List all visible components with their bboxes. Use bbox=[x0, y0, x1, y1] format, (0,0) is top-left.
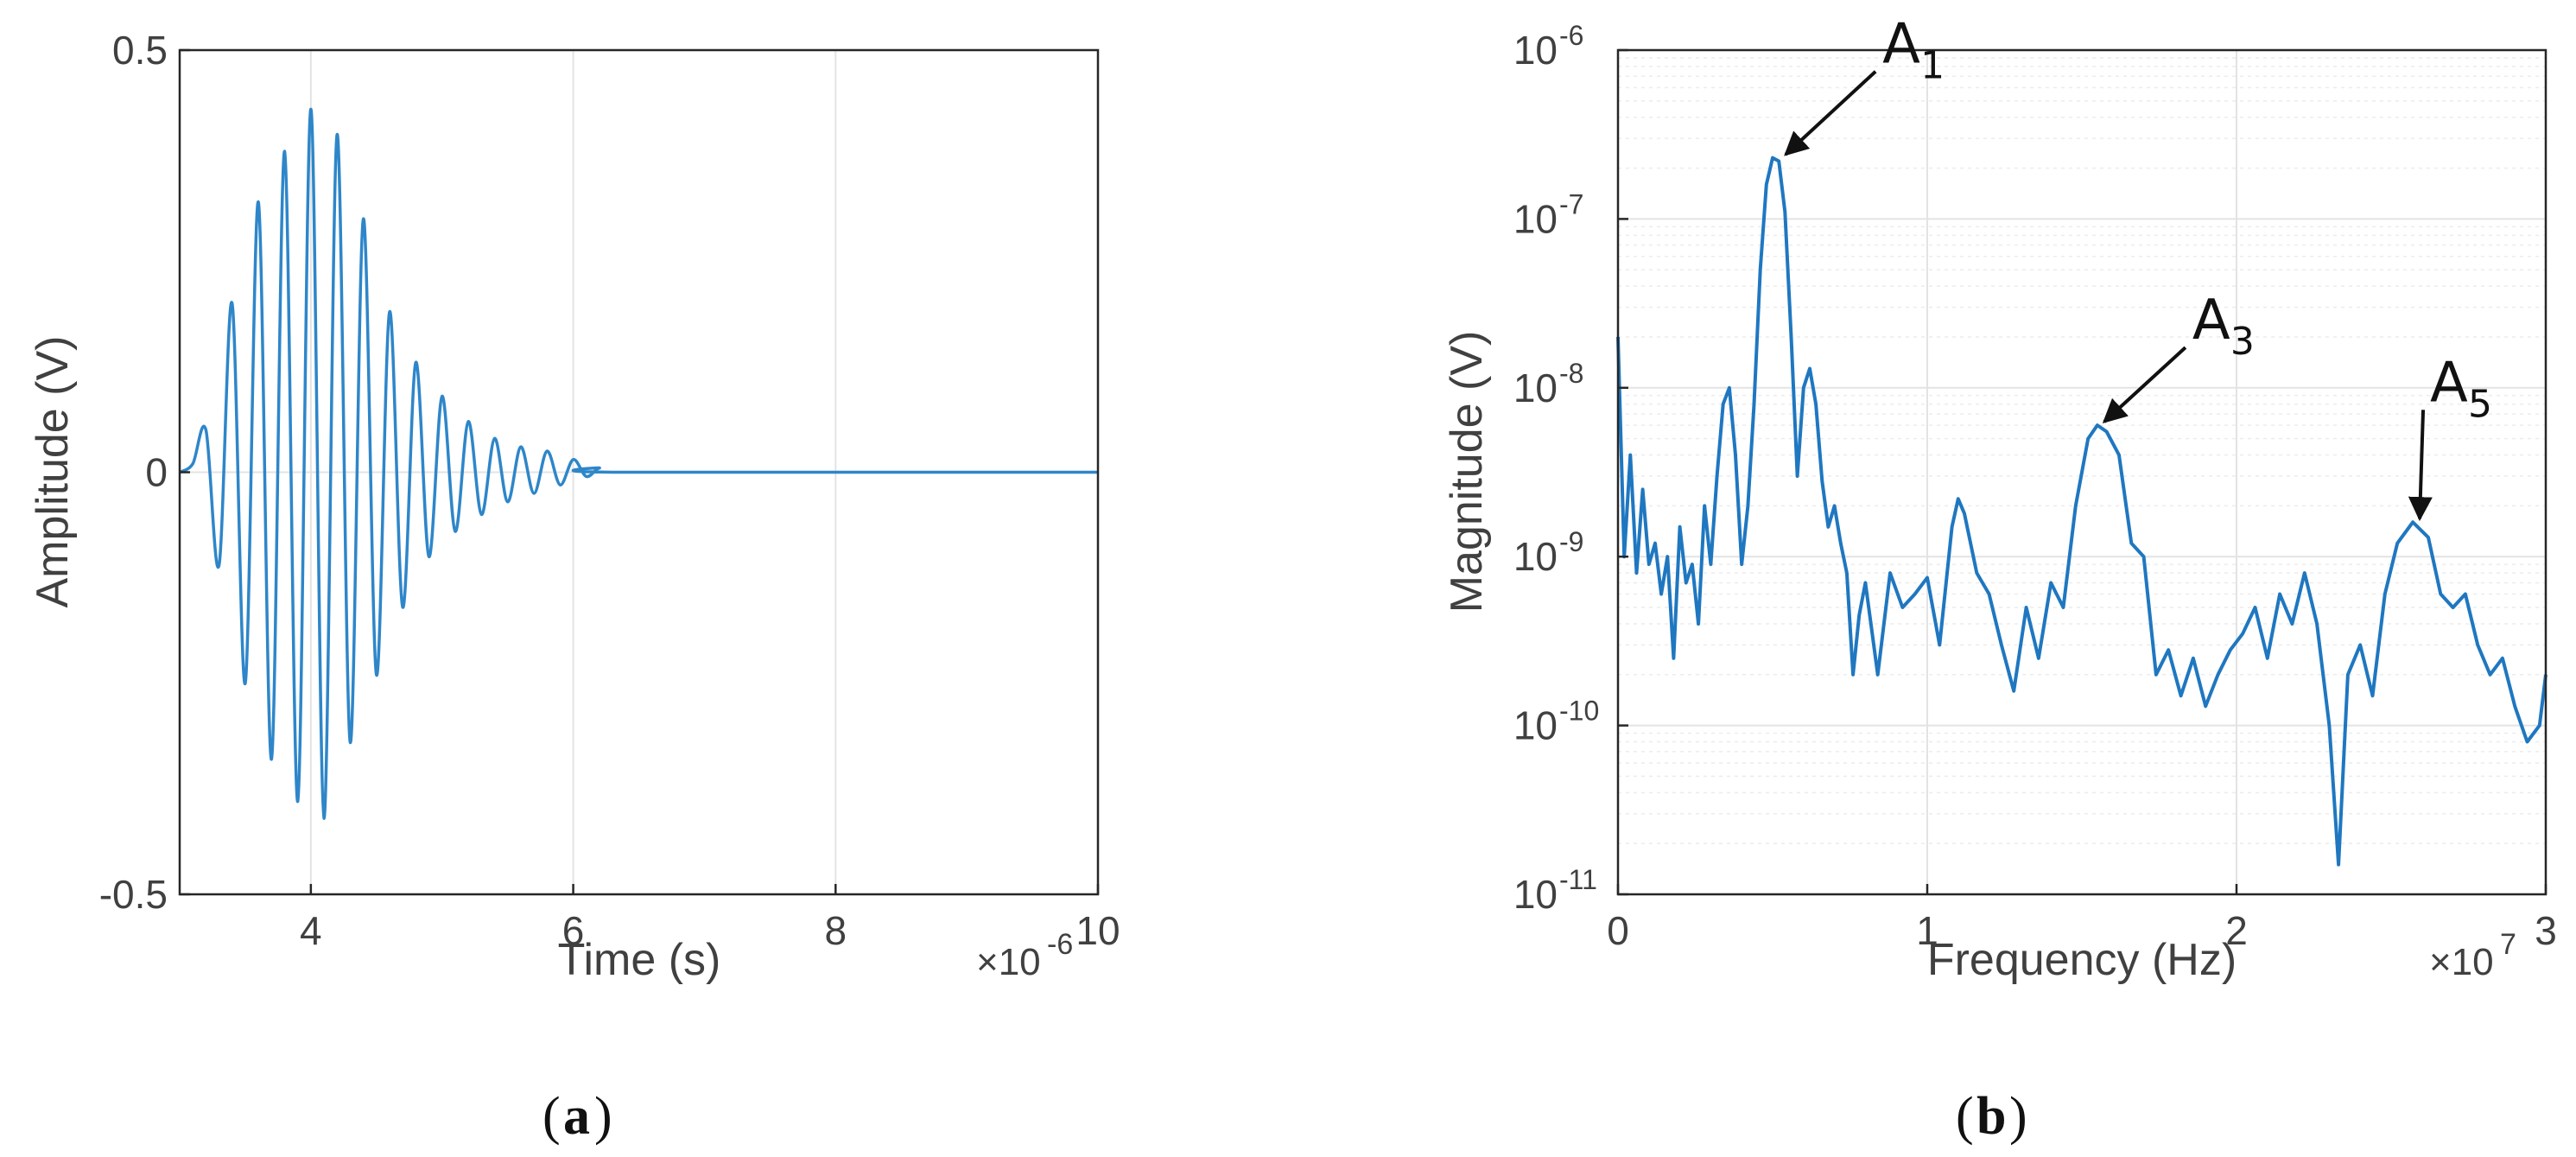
peak-label-subscript: 3 bbox=[2230, 320, 2255, 364]
peak-arrow bbox=[2408, 410, 2433, 522]
panel-a-close-paren: ) bbox=[594, 1087, 612, 1146]
panel-a-y-tick-label: 0.5 bbox=[112, 28, 168, 73]
panel-a-x-multiplier-base: ×10 bbox=[976, 941, 1041, 983]
panel-b-x-multiplier-base: ×10 bbox=[2429, 941, 2494, 983]
panel-b-y-tick-base: 10 bbox=[1513, 28, 1558, 73]
panel-a-open-paren: ( bbox=[542, 1087, 561, 1146]
panel-b-x-tick-label: 0 bbox=[1607, 908, 1629, 953]
panel-b-x-multiplier: ×10 7 bbox=[2429, 928, 2516, 983]
panel-b-x-tick-label: 1 bbox=[1916, 908, 1938, 953]
panel-b-y-tick-exponent: -9 bbox=[1559, 526, 1583, 557]
panel-b-label: b bbox=[1976, 1087, 2006, 1146]
panel-a-caption: ( a ) bbox=[542, 1087, 612, 1146]
panel-a-label: a bbox=[563, 1087, 590, 1146]
panel-b-y-tick-base: 10 bbox=[1513, 196, 1558, 241]
panel-b-y-tick-base: 10 bbox=[1513, 703, 1558, 748]
panel-b-y-tick-base: 10 bbox=[1513, 534, 1558, 579]
panel-a-x-tick-label: 8 bbox=[824, 908, 847, 953]
panel-b-x-tick-label: 3 bbox=[2535, 908, 2557, 953]
panel-a-x-tick-label: 10 bbox=[1075, 908, 1120, 953]
panel-a-x-tick-label: 6 bbox=[562, 908, 585, 953]
panel-a-x-tick-label: 4 bbox=[300, 908, 322, 953]
panel-a-x-axis-label: Time (s) bbox=[558, 935, 721, 985]
panel-a-x-multiplier-exponent: -6 bbox=[1047, 928, 1073, 961]
panel-b-y-tick-exponent: -8 bbox=[1559, 358, 1583, 389]
peak-label-subscript: 5 bbox=[2468, 382, 2492, 426]
panel-b-y-tick-label: 10 -9 bbox=[1513, 526, 1584, 579]
peak-arrow bbox=[2102, 346, 2187, 424]
panel-b-y-tick-label: 10 -8 bbox=[1513, 358, 1584, 410]
peak-arrow bbox=[1784, 70, 1877, 156]
panel-b-x-tick-label: 2 bbox=[2225, 908, 2248, 953]
peak-label-base: A bbox=[1882, 13, 1920, 77]
panel-b-plot-frame bbox=[1616, 48, 2547, 896]
panel-b-spectrum-line bbox=[1616, 156, 2547, 867]
panel-b-caption: ( b ) bbox=[1956, 1087, 2027, 1146]
panel-b-y-tick-label: 10 -11 bbox=[1513, 864, 1597, 917]
peak-label-base: A bbox=[2430, 351, 2468, 415]
panel-b-close-paren: ) bbox=[2009, 1087, 2027, 1146]
peak-label-subscript: 1 bbox=[1920, 44, 1945, 88]
panel-b-y-tick-exponent: -10 bbox=[1559, 696, 1599, 727]
panel-b-open-paren: ( bbox=[1956, 1087, 1974, 1146]
panel-a-y-tick-label: 0 bbox=[145, 450, 168, 495]
panel-b-x-axis-label: Frequency (Hz) bbox=[1927, 935, 2237, 985]
panel-b-y-tick-label: 10 -7 bbox=[1513, 188, 1584, 241]
panel-a-waveform-line bbox=[179, 107, 1098, 820]
panel-b-y-axis-label: Magnitude (V) bbox=[1442, 331, 1492, 613]
panel-b-y-tick-label: 10 -10 bbox=[1513, 696, 1599, 748]
panel-a-ticks: 4 6 8 10 0.5 0 -0.5 bbox=[99, 28, 1120, 953]
panel-b-x-multiplier-exponent: 7 bbox=[2500, 928, 2516, 961]
panel-b-y-tick-label: 10 -6 bbox=[1513, 20, 1584, 73]
panel-a-x-multiplier: ×10 -6 bbox=[976, 928, 1073, 983]
panel-b-peak-annotations: A 1A 3A 5 bbox=[1784, 13, 2492, 522]
panel-b-y-tick-exponent: -6 bbox=[1559, 20, 1583, 51]
peak-label-base: A bbox=[2192, 289, 2230, 353]
panel-a-y-tick-label: -0.5 bbox=[99, 872, 168, 917]
panel-a-y-axis-label: Amplitude (V) bbox=[28, 336, 78, 608]
panel-b-y-tick-base: 10 bbox=[1513, 872, 1558, 917]
panel-b-y-tick-exponent: -7 bbox=[1559, 188, 1583, 219]
panel-b-y-tick-base: 10 bbox=[1513, 366, 1558, 410]
panel-a-chart: 4 6 8 10 0.5 0 -0.5 Time (s) Amplitude (V) ×10… bbox=[28, 28, 1120, 1146]
panel-b-y-tick-exponent: -11 bbox=[1559, 864, 1597, 895]
